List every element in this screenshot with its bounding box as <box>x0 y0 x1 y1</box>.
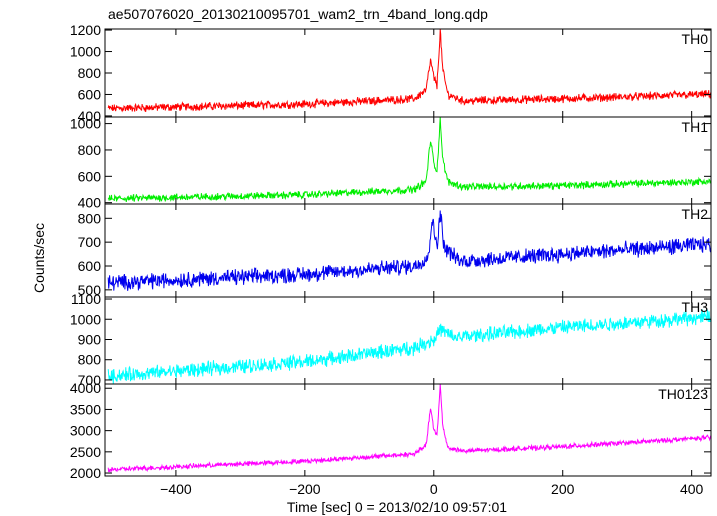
panel-label: TH2 <box>682 206 709 222</box>
panel-label: TH0 <box>682 31 709 47</box>
panel-frame <box>104 116 712 205</box>
y-tick-label: 700 <box>78 372 102 388</box>
y-tick-label: 1000 <box>70 116 101 132</box>
y-tick-label: 600 <box>78 258 102 274</box>
y-tick-label: 500 <box>78 282 102 298</box>
panel-frame <box>104 383 712 477</box>
y-tick-label: 600 <box>78 168 102 184</box>
panel-th0123: 2000 2500 3000 3500 4000 TH0123 <box>70 380 712 481</box>
panel-th0: 400 600 800 1000 1200 TH0 <box>70 22 712 124</box>
y-tick-label: 1200 <box>70 22 101 38</box>
x-tick-label: 200 <box>551 481 575 497</box>
y-axis-label: Counts/sec <box>31 223 47 293</box>
series-th0123 <box>107 383 712 474</box>
panel-label: TH0123 <box>658 386 708 402</box>
x-tick-label: 0 <box>430 481 438 497</box>
y-tick-label: 800 <box>78 65 102 81</box>
y-tick-label: 800 <box>78 352 102 368</box>
y-tick-label: 2500 <box>70 444 101 460</box>
panels: 400 600 800 1000 1200 TH0 400 600 800 1000 TH1 500 6… <box>70 22 712 481</box>
series-th3 <box>107 309 712 384</box>
y-tick-label: 400 <box>78 195 102 211</box>
panel-th2: 500 600 700 800 TH2 <box>78 203 712 298</box>
series-th0 <box>107 28 712 113</box>
x-axis: −400 −200 0 200 400 <box>160 481 703 497</box>
y-tick-label: 800 <box>78 142 102 158</box>
panel-th3: 700 800 900 1000 1100 TH3 <box>70 291 712 388</box>
y-tick-label: 600 <box>78 86 102 102</box>
y-tick-label: 1000 <box>70 44 101 60</box>
y-tick-label: 3000 <box>70 423 101 439</box>
panel-label: TH3 <box>682 299 709 315</box>
panel-th1: 400 600 800 1000 TH1 <box>70 116 712 211</box>
x-tick-label: −400 <box>160 481 192 497</box>
x-tick-label: −200 <box>289 481 321 497</box>
y-tick-label: 4000 <box>70 380 101 396</box>
x-axis-label: Time [sec] 0 = 2013/02/10 09:57:01 <box>287 499 507 515</box>
x-tick-label: 400 <box>680 481 704 497</box>
y-tick-label: 2000 <box>70 465 101 481</box>
y-tick-label: 800 <box>78 210 102 226</box>
y-tick-label: 1000 <box>70 311 101 327</box>
panel-label: TH1 <box>682 119 709 135</box>
chart-title: ae507076020_20130210095701_wam2_trn_4ban… <box>108 6 488 22</box>
y-tick-label: 900 <box>78 331 102 347</box>
series-th2 <box>107 210 712 291</box>
y-tick-label: 400 <box>78 108 102 124</box>
y-tick-label: 3500 <box>70 401 101 417</box>
y-tick-label: 1100 <box>71 291 101 307</box>
panel-frame <box>104 28 712 118</box>
series-th1 <box>107 116 712 203</box>
y-tick-label: 700 <box>78 234 102 250</box>
